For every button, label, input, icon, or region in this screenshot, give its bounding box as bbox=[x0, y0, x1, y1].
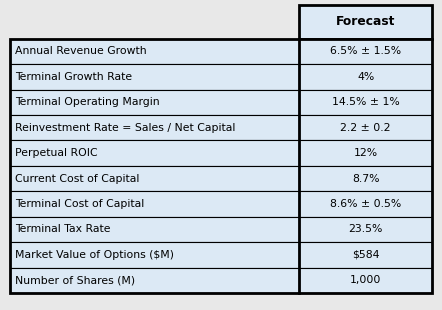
Bar bbox=[10, 140, 299, 166]
Bar bbox=[10, 115, 299, 140]
Bar bbox=[299, 140, 432, 166]
Text: Number of Shares (M): Number of Shares (M) bbox=[15, 275, 135, 285]
Text: Terminal Tax Rate: Terminal Tax Rate bbox=[15, 224, 110, 234]
Text: 14.5% ± 1%: 14.5% ± 1% bbox=[332, 97, 400, 107]
Text: 8.6% ± 0.5%: 8.6% ± 0.5% bbox=[330, 199, 401, 209]
Text: 12%: 12% bbox=[354, 148, 378, 158]
Bar bbox=[10, 242, 299, 268]
Bar bbox=[299, 115, 432, 140]
Text: $584: $584 bbox=[352, 250, 380, 260]
Text: Annual Revenue Growth: Annual Revenue Growth bbox=[15, 46, 147, 56]
Text: Terminal Operating Margin: Terminal Operating Margin bbox=[15, 97, 160, 107]
Bar bbox=[10, 39, 299, 64]
Bar bbox=[10, 217, 299, 242]
Text: 6.5% ± 1.5%: 6.5% ± 1.5% bbox=[330, 46, 401, 56]
Text: 4%: 4% bbox=[357, 72, 374, 82]
Bar bbox=[299, 217, 432, 242]
Text: Current Cost of Capital: Current Cost of Capital bbox=[15, 174, 139, 184]
Text: Perpetual ROIC: Perpetual ROIC bbox=[15, 148, 98, 158]
Bar bbox=[10, 191, 299, 217]
Text: 2.2 ± 0.2: 2.2 ± 0.2 bbox=[340, 123, 391, 133]
Bar bbox=[299, 166, 432, 191]
Bar bbox=[299, 268, 432, 293]
Text: Terminal Growth Rate: Terminal Growth Rate bbox=[15, 72, 132, 82]
Bar bbox=[299, 242, 432, 268]
Bar bbox=[299, 191, 432, 217]
Bar bbox=[10, 64, 299, 90]
Bar bbox=[299, 5, 432, 39]
Bar bbox=[299, 39, 432, 64]
Text: 8.7%: 8.7% bbox=[352, 174, 380, 184]
Bar bbox=[10, 90, 299, 115]
Bar bbox=[10, 166, 299, 191]
Bar bbox=[10, 268, 299, 293]
Text: Reinvestment Rate = Sales / Net Capital: Reinvestment Rate = Sales / Net Capital bbox=[15, 123, 236, 133]
Bar bbox=[10, 39, 432, 293]
Text: 23.5%: 23.5% bbox=[349, 224, 383, 234]
Text: Terminal Cost of Capital: Terminal Cost of Capital bbox=[15, 199, 144, 209]
Text: Market Value of Options ($M): Market Value of Options ($M) bbox=[15, 250, 174, 260]
Bar bbox=[299, 90, 432, 115]
Text: 1,000: 1,000 bbox=[350, 275, 381, 285]
Bar bbox=[299, 64, 432, 90]
Text: Forecast: Forecast bbox=[336, 15, 396, 28]
